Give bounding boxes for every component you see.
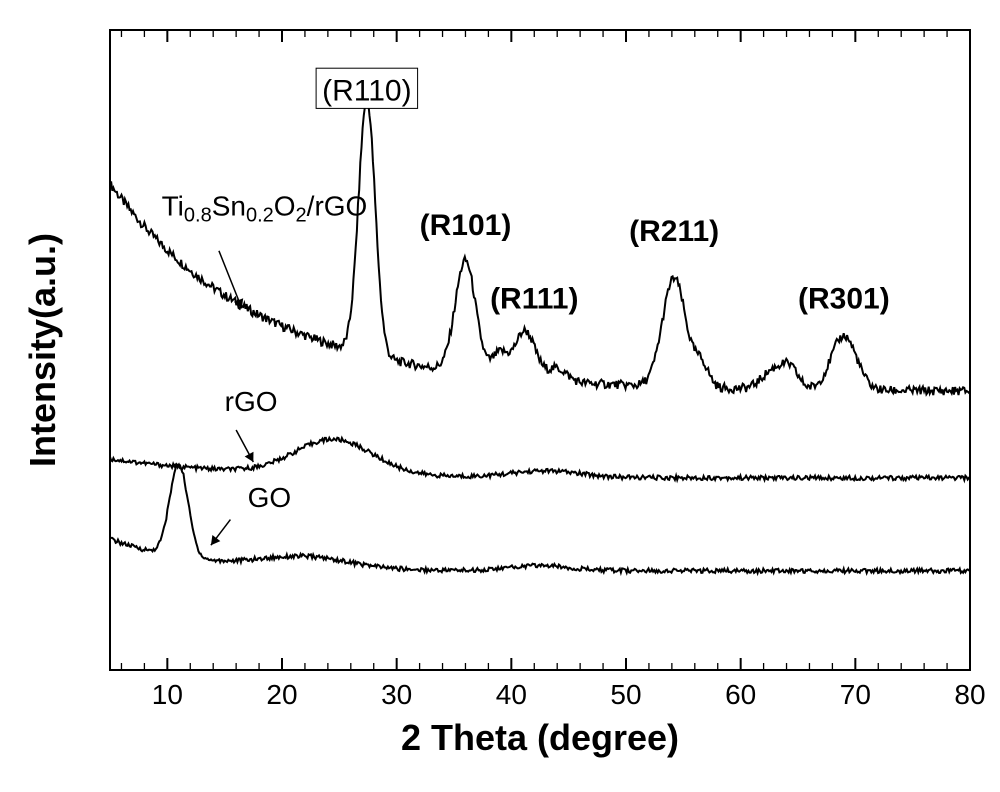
curve-rGO — [110, 438, 970, 481]
series-labels: Ti0.8Sn0.2O2/rGO rGO GO — [162, 191, 368, 546]
x-tick-labels: 10 20 30 40 50 60 70 80 — [152, 679, 986, 710]
svg-text:80: 80 — [954, 679, 985, 710]
xrd-chart: 10 20 30 40 50 60 70 80 (R110) (R101) (R111) (R211… — [0, 0, 1000, 792]
label-arrowhead — [211, 535, 220, 545]
curve-GO — [110, 464, 970, 573]
y-axis-title: Intensity(a.u.) — [22, 233, 63, 467]
peak-label: (R211) — [629, 215, 719, 248]
svg-text:50: 50 — [610, 679, 641, 710]
svg-text:20: 20 — [266, 679, 297, 710]
peak-label: (R111) — [490, 282, 578, 315]
svg-text:70: 70 — [840, 679, 871, 710]
svg-text:60: 60 — [725, 679, 756, 710]
svg-text:10: 10 — [152, 679, 183, 710]
x-ticks-bottom — [121, 658, 970, 670]
peak-label: (R301) — [798, 282, 890, 315]
series-label: GO — [248, 482, 292, 513]
label-arrow — [219, 251, 242, 309]
peak-label: (R101) — [420, 209, 512, 242]
series-label: rGO — [225, 386, 278, 417]
x-axis-title: 2 Theta (degree) — [401, 717, 679, 758]
svg-text:30: 30 — [381, 679, 412, 710]
xrd-curves — [110, 97, 970, 573]
x-ticks-top — [121, 30, 970, 42]
chart-svg: 10 20 30 40 50 60 70 80 (R110) (R101) (R111) (R211… — [0, 0, 1000, 792]
series-label: Ti0.8Sn0.2O2/rGO — [162, 191, 368, 227]
svg-text:40: 40 — [496, 679, 527, 710]
peak-labels: (R110) (R101) (R111) (R211) (R301) — [316, 68, 890, 315]
curve-TiSnO2_rGO — [110, 97, 970, 395]
peak-label: (R110) — [322, 74, 411, 107]
plot-frame — [110, 30, 970, 670]
